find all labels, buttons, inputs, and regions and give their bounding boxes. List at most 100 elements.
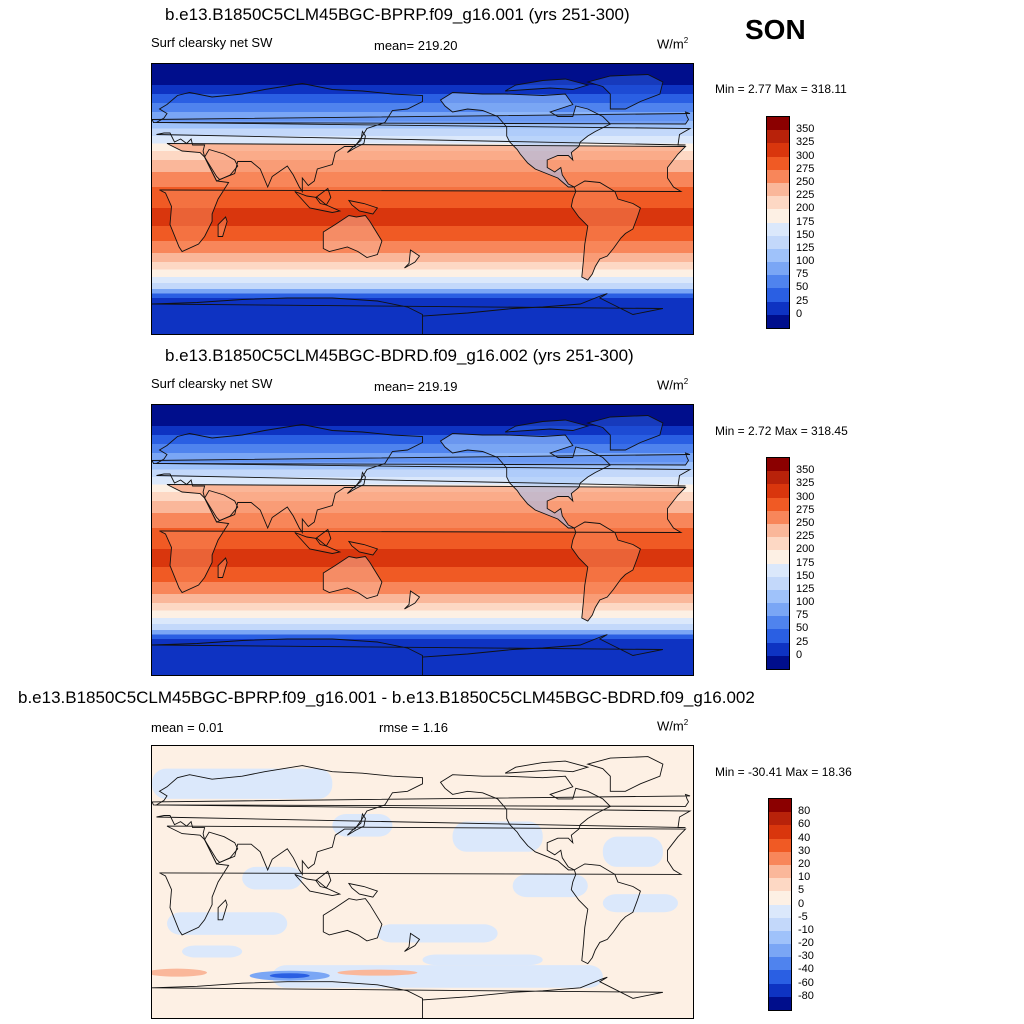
coastline-indonesia	[294, 873, 342, 897]
colorbar-swatch	[767, 642, 789, 656]
land-shading	[404, 591, 420, 609]
colorbar-swatch	[767, 262, 789, 276]
negative-patch	[602, 836, 663, 867]
colorbar-swatch	[767, 655, 789, 669]
colorbar-tick-label: 200	[796, 202, 815, 215]
panel1-map	[151, 63, 694, 335]
colorbar-tick-label: 175	[796, 556, 815, 569]
negative-patch	[242, 866, 303, 890]
colorbar-tick-label: 5	[798, 884, 805, 897]
coastline-arabia	[204, 489, 239, 523]
map-color-band	[152, 618, 693, 625]
coastline-antarctica	[152, 976, 663, 1018]
land-shading	[159, 484, 686, 593]
coastline-antarctica	[152, 634, 663, 675]
colorbar-swatch	[769, 944, 791, 958]
map-color-band	[152, 226, 693, 242]
map-color-band	[152, 283, 693, 290]
coastline-europeAsia	[154, 83, 692, 193]
panel3-minmax: Min = -30.41 Max = 18.36	[715, 765, 852, 779]
coastline-madagascar	[217, 216, 228, 237]
coastline-greenland	[586, 756, 664, 792]
season-label: SON	[745, 14, 806, 45]
land-shading	[505, 79, 588, 91]
land-shading	[571, 522, 641, 621]
colorbar-tick-label: 250	[796, 175, 815, 188]
map-color-band	[152, 567, 693, 583]
colorbar-swatch	[769, 878, 791, 892]
coastline-europeAsia	[154, 765, 692, 876]
panel2-map	[151, 404, 694, 676]
coastline-nz	[404, 932, 421, 952]
colorbar-tick-label: 125	[796, 241, 815, 254]
coastline-borneo	[315, 187, 332, 206]
colorbar-swatch	[769, 957, 791, 971]
land-shading	[587, 74, 663, 109]
map-color-band	[152, 444, 693, 454]
colorbar-tick-label: 100	[796, 596, 815, 609]
colorbar-tick-label: 25	[796, 294, 809, 307]
colorbar-tick-label: 80	[798, 805, 811, 818]
coastline-northAmerica	[439, 92, 612, 188]
panel2-title: b.e13.B1850C5CLM45BGC-BDRD.f09_g16.002 (…	[165, 346, 634, 365]
coastline-borneo	[315, 528, 332, 547]
colorbar-swatch	[769, 812, 791, 826]
panel1-variable-label: Surf clearsky net SW	[151, 35, 273, 50]
colorbar-swatch	[769, 799, 791, 813]
negative-feature	[269, 973, 310, 979]
colorbar-swatch	[767, 196, 789, 210]
colorbar-tick-label: 225	[796, 530, 815, 543]
panel2-units: W/m2	[657, 377, 689, 393]
colorbar-swatch	[767, 156, 789, 170]
coastline-arctic	[504, 760, 590, 774]
panel1-mean-label: mean= 219.20	[374, 38, 458, 53]
coastline-africa	[159, 484, 687, 594]
colorbar-tick-label: 40	[798, 831, 811, 844]
map-color-band	[152, 187, 693, 209]
panel2-minmax: Min = 2.72 Max = 318.45	[715, 424, 848, 438]
coastline-northAmerica	[439, 433, 612, 529]
coastline-africa	[159, 825, 687, 936]
land-shading	[294, 532, 340, 554]
colorbar-tick-label: -30	[798, 950, 814, 963]
colorbar-swatch	[769, 917, 791, 931]
colorbar-tick-label: 20	[798, 857, 811, 870]
colorbar-swatch	[769, 996, 791, 1010]
map-color-band	[152, 293, 693, 299]
panel3-map	[151, 745, 694, 1019]
map-color-band	[152, 128, 693, 137]
panel2-mean-label: mean= 219.19	[374, 379, 458, 394]
colorbar-tick-label: 250	[796, 516, 815, 529]
colorbar-tick-label: 275	[796, 162, 815, 175]
coastline-newguinea	[347, 540, 379, 556]
colorbar-tick-label: -5	[798, 910, 808, 923]
coastline-australia	[322, 556, 383, 599]
colorbar-swatch	[769, 838, 791, 852]
panel3-colorbar	[768, 798, 792, 1011]
colorbar-swatch	[767, 130, 789, 144]
colorbar-swatch	[767, 510, 789, 524]
coastline-australia	[322, 215, 383, 258]
map-color-band	[152, 630, 693, 636]
coastline-southAmerica	[570, 180, 641, 281]
colorbar-tick-label: -40	[798, 963, 814, 976]
negative-patch	[422, 954, 543, 966]
colorbar-swatch	[767, 471, 789, 485]
map-color-band	[152, 262, 693, 271]
colorbar-tick-label: 125	[796, 582, 815, 595]
map-color-band	[152, 528, 693, 550]
colorbar-swatch	[767, 563, 789, 577]
colorbar-swatch	[767, 576, 789, 590]
negative-patch	[602, 894, 678, 913]
coastline-northAmerica	[439, 774, 612, 871]
land-shading	[323, 215, 382, 258]
colorbar-swatch	[767, 222, 789, 236]
land-shading	[587, 415, 663, 450]
colorbar-swatch	[767, 550, 789, 564]
colorbar-tick-label: -60	[798, 976, 814, 989]
panel3-rmse-label: rmse = 1.16	[379, 720, 449, 735]
colorbar-tick-label: 200	[796, 543, 815, 556]
map-color-band	[152, 469, 693, 478]
map-color-band	[152, 426, 693, 436]
map-color-band	[152, 624, 693, 631]
